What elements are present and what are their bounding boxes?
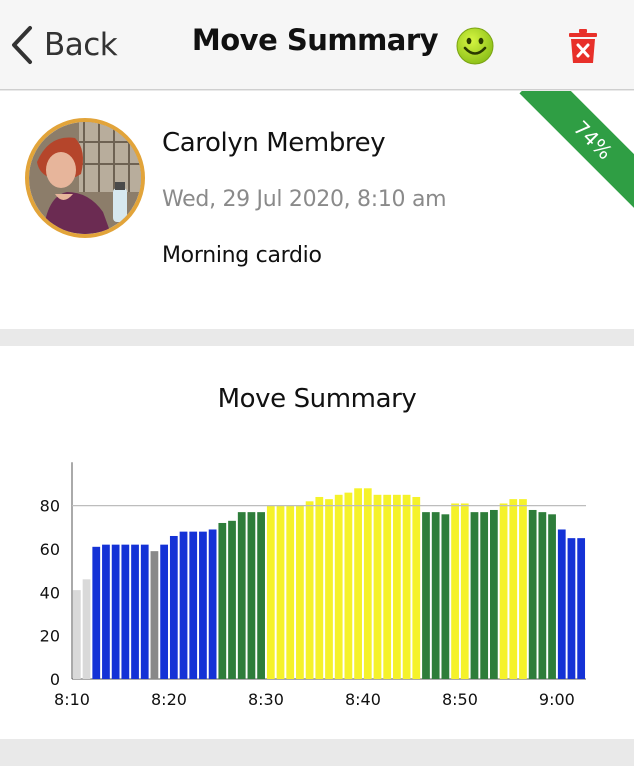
chart-bar: [276, 505, 285, 679]
chart-bar: [199, 531, 207, 679]
chart-bar: [577, 538, 586, 679]
chart-bar: [402, 494, 411, 679]
chart-bar: [228, 520, 236, 679]
percent-badge: 74%: [519, 91, 634, 214]
chart-bar: [257, 512, 265, 679]
chart-bar: [567, 538, 576, 679]
chart-bar: [315, 496, 324, 679]
chart-bar: [325, 499, 333, 679]
user-name: Carolyn Membrey: [162, 128, 386, 158]
chart-bar: [92, 546, 101, 679]
chart-bar: [111, 544, 120, 679]
back-button[interactable]: Back: [10, 22, 118, 68]
chevron-left-icon: [12, 26, 32, 64]
chart-bar: [286, 505, 295, 679]
y-tick-label: 60: [40, 540, 60, 559]
avatar: [25, 118, 145, 238]
chart-bar: [266, 505, 275, 679]
chart-bar: [470, 512, 479, 679]
x-tick-label: 8:50: [442, 690, 478, 709]
chart-bar: [140, 544, 149, 679]
chart-bar: [247, 512, 256, 679]
chart-bar: [169, 535, 178, 679]
move-summary-chart: 0 20 40 60 80 8:10 8:20 8:30 8:40 8:50 9:00: [40, 462, 586, 709]
chart-bar: [354, 488, 362, 679]
chart-bar: [179, 531, 188, 679]
profile-card: Carolyn Membrey Wed, 29 Jul 2020, 8:10 a…: [0, 91, 634, 329]
chart-bar: [344, 492, 353, 679]
chart-bar: [528, 509, 537, 679]
y-tick-label: 80: [40, 497, 60, 516]
chart-bar: [237, 512, 246, 679]
x-tick-label: 8:10: [54, 690, 90, 709]
chart-bar: [489, 509, 498, 679]
back-label: Back: [44, 27, 118, 63]
chart-bar: [218, 522, 227, 679]
chart-bar: [557, 529, 566, 679]
y-tick-label: 40: [40, 583, 60, 602]
x-tick-label: 9:00: [539, 690, 575, 709]
chart-bar: [519, 499, 527, 679]
chart-title: Move Summary: [217, 384, 417, 414]
chart-bar: [82, 579, 91, 679]
chart-bar: [480, 512, 489, 679]
smiley-face-icon: [456, 27, 494, 65]
avatar-photo: [29, 122, 141, 234]
chart-bar: [383, 494, 392, 679]
chart-bar: [441, 514, 450, 679]
chart-bar: [102, 544, 110, 679]
page-title: Move Summary: [191, 23, 439, 57]
move-date: Wed, 29 Jul 2020, 8:10 am: [162, 187, 447, 212]
chart-bar: [548, 514, 556, 679]
chart-bar: [460, 503, 469, 679]
chart-bar: [499, 503, 508, 679]
chart-card: Move Summary 0 20 40 60 80 8:10 8:20 8:30 8:40 8:…: [0, 346, 634, 739]
chart-bar: [305, 501, 314, 679]
chart-bar: [373, 494, 382, 679]
chart-bar: [150, 551, 159, 679]
chart-bar: [160, 544, 169, 679]
x-tick-label: 8:20: [151, 690, 187, 709]
chart-bar: [538, 512, 547, 679]
trash-icon[interactable]: [568, 28, 598, 64]
y-tick-label: 20: [40, 627, 60, 646]
chart-bar: [208, 529, 217, 679]
chart-bar: [363, 488, 372, 679]
x-tick-label: 8:40: [345, 690, 381, 709]
x-tick-label: 8:30: [248, 690, 284, 709]
chart-bar: [451, 503, 459, 679]
y-tick-label: 0: [50, 670, 60, 689]
chart-bar: [72, 590, 81, 679]
chart-bar: [334, 494, 343, 679]
chart-bar: [131, 544, 139, 679]
chart-bar: [121, 544, 130, 679]
nav-bar: Back Move Summary: [0, 0, 634, 90]
chart-bar: [431, 512, 440, 679]
chart-bar: [509, 499, 518, 679]
move-description: Morning cardio: [162, 243, 322, 268]
chart-bar: [393, 494, 401, 679]
chart-bar: [189, 531, 198, 679]
chart-bar: [412, 496, 421, 679]
chart-bar: [422, 512, 430, 679]
chart-bar: [296, 505, 304, 679]
